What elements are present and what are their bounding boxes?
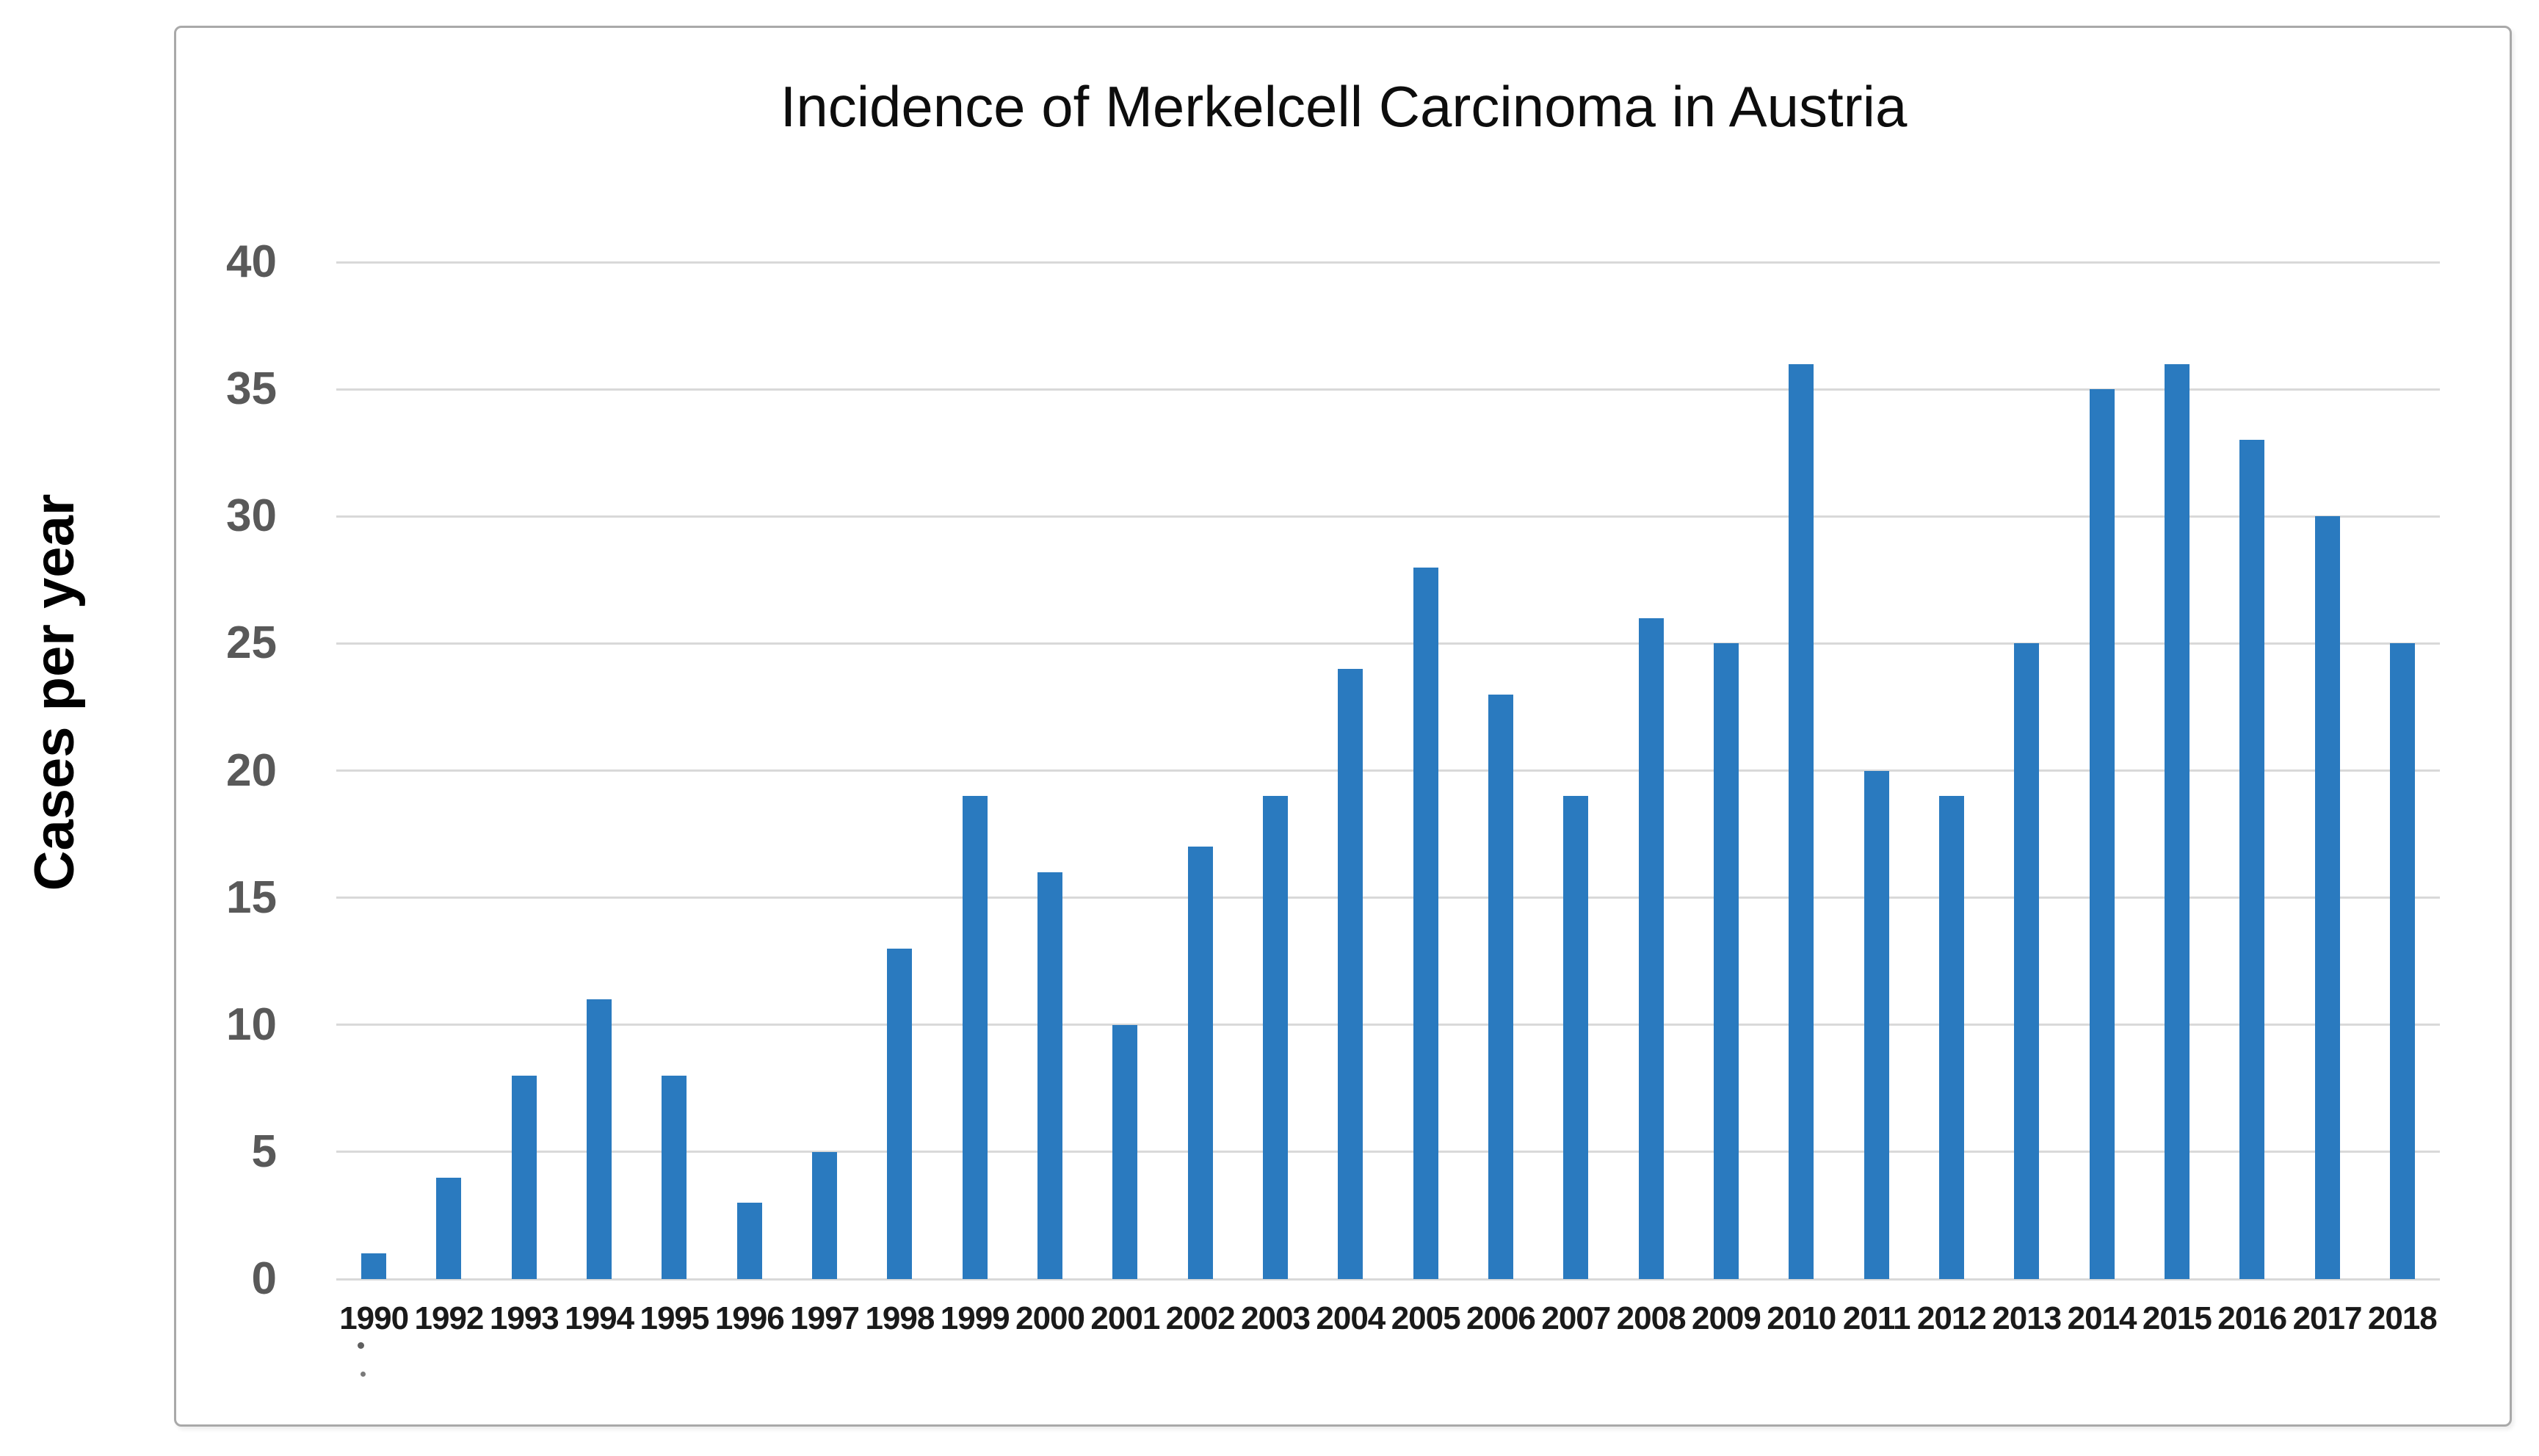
x-tick-label: 2015	[2142, 1300, 2212, 1336]
bar-2003	[1263, 796, 1289, 1279]
y-tick-label: 15	[226, 872, 277, 923]
y-tick-label: 35	[226, 363, 277, 415]
bar-2004	[1338, 669, 1363, 1279]
x-tick-label: 2013	[1992, 1300, 2062, 1336]
x-tick-label: 2012	[1916, 1300, 1987, 1336]
x-tick-label: 2018	[2367, 1300, 2438, 1336]
x-tick-label: 1992	[414, 1300, 485, 1336]
bar-2008	[1638, 617, 1664, 1279]
x-tick-label: 1996	[714, 1300, 785, 1336]
bar-1996	[736, 1203, 762, 1279]
x-tick-label: 2000	[1015, 1300, 1085, 1336]
gridline	[336, 769, 2440, 772]
gridline	[336, 1151, 2440, 1153]
gridline	[336, 1024, 2440, 1026]
bar-1997	[812, 1151, 838, 1279]
bar-1994	[587, 999, 612, 1279]
bar-2010	[1789, 363, 1814, 1279]
bar-2018	[2389, 643, 2415, 1279]
stray-dot-artifact	[361, 1372, 366, 1377]
y-tick-label: 30	[226, 490, 277, 542]
gridline	[336, 642, 2440, 645]
stray-dot-artifact	[358, 1342, 364, 1349]
x-tick-label: 1999	[940, 1300, 1010, 1336]
bar-2009	[1713, 643, 1739, 1279]
bar-2016	[2239, 440, 2265, 1279]
bar-1990	[361, 1253, 387, 1279]
bar-2014	[2089, 389, 2115, 1279]
bar-2000	[1037, 872, 1063, 1279]
y-tick-label: 10	[226, 999, 277, 1050]
y-tick-label: 5	[251, 1126, 277, 1177]
x-tick-label: 1998	[865, 1300, 935, 1336]
x-tick-label: 2002	[1165, 1300, 1236, 1336]
bar-1993	[511, 1076, 537, 1279]
bar-1992	[436, 1177, 462, 1279]
bar-2001	[1112, 1024, 1138, 1279]
bar-2012	[1938, 796, 1964, 1279]
bar-2005	[1413, 567, 1438, 1279]
x-tick-label: 2007	[1541, 1300, 1611, 1336]
x-tick-label: 2016	[2217, 1300, 2287, 1336]
x-tick-label: 2011	[1842, 1300, 1910, 1336]
x-tick-label: 1995	[640, 1300, 709, 1336]
bar-2017	[2314, 516, 2340, 1279]
bar-1998	[887, 948, 913, 1279]
gridline	[336, 515, 2440, 518]
x-tick-label: 1993	[489, 1300, 559, 1336]
bar-2002	[1187, 847, 1213, 1279]
bar-2007	[1563, 796, 1589, 1279]
bar-1999	[962, 796, 988, 1279]
bar-1995	[662, 1076, 687, 1279]
x-tick-label: 2003	[1241, 1300, 1311, 1336]
gridline	[336, 897, 2440, 899]
x-tick-label: 2017	[2292, 1300, 2363, 1336]
x-tick-label: 2006	[1466, 1300, 1536, 1336]
x-tick-label: 2001	[1090, 1300, 1160, 1336]
y-tick-label: 20	[226, 745, 277, 796]
x-tick-label: 2008	[1616, 1300, 1687, 1336]
gridline	[336, 1278, 2440, 1281]
bar-2013	[2014, 643, 2040, 1279]
x-tick-label: 1997	[790, 1300, 860, 1336]
plot-area	[336, 261, 2440, 1281]
y-tick-label: 40	[226, 236, 277, 287]
gridline	[336, 261, 2440, 264]
x-tick-label: 2014	[2067, 1300, 2137, 1336]
x-tick-label: 2009	[1691, 1300, 1761, 1336]
bar-2015	[2164, 363, 2190, 1279]
x-tick-label: 2004	[1316, 1300, 1386, 1336]
chart-title: Incidence of Merkelcell Carcinoma in Aus…	[780, 74, 1908, 139]
bar-2006	[1488, 694, 1513, 1279]
y-tick-label: 0	[251, 1253, 277, 1304]
x-tick-label: 2010	[1767, 1300, 1836, 1336]
bar-2011	[1863, 770, 1889, 1279]
x-tick-label: 2005	[1391, 1300, 1461, 1336]
y-tick-label: 25	[226, 617, 277, 669]
x-tick-label: 1994	[565, 1300, 634, 1336]
x-tick-label: 1990	[339, 1300, 409, 1336]
gridline	[336, 388, 2440, 391]
